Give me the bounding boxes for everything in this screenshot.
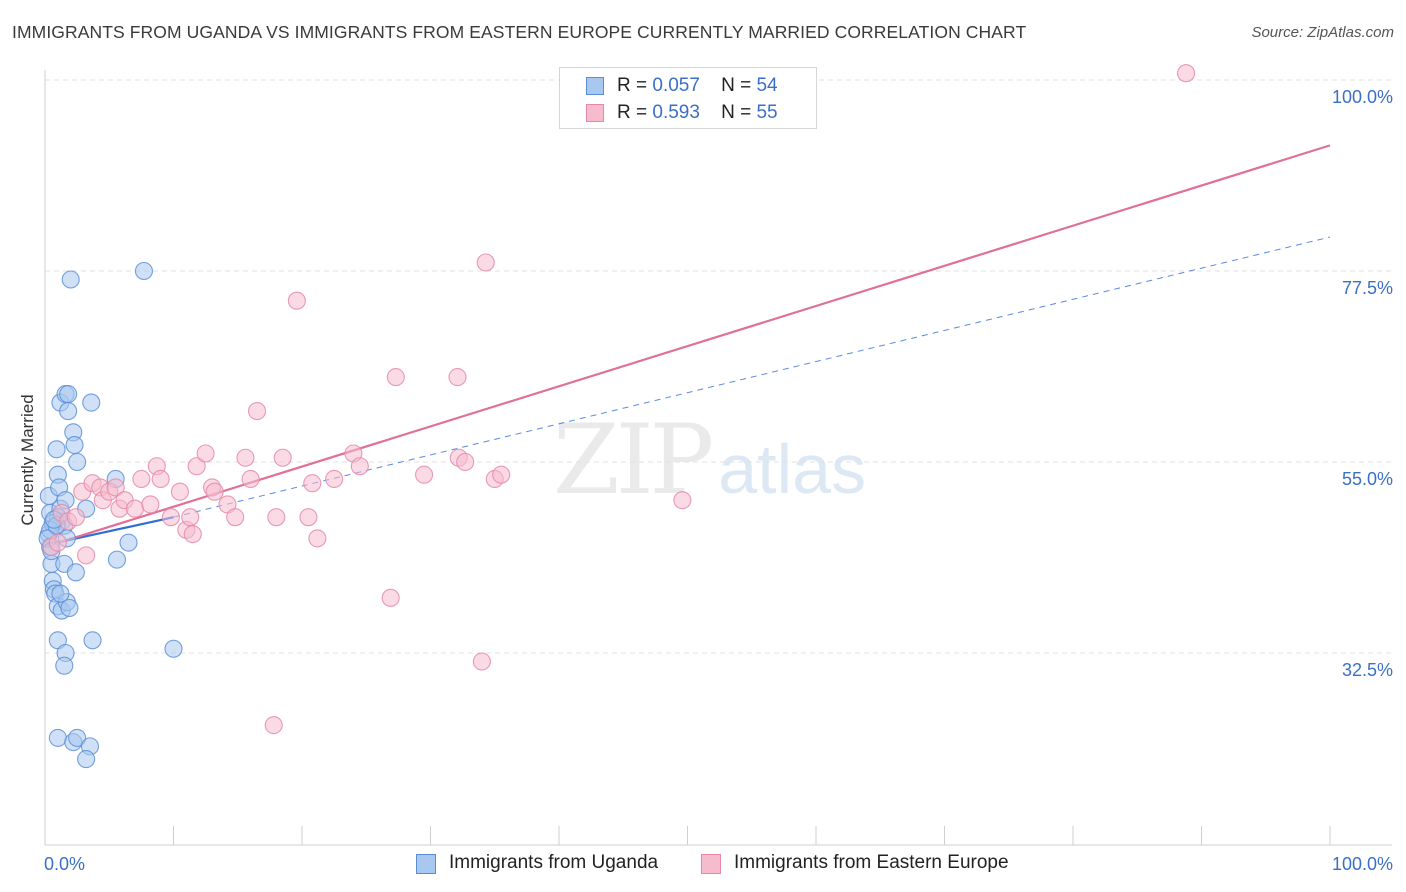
point-eastern-europe <box>448 368 467 387</box>
point-eastern-europe <box>386 368 405 387</box>
point-eastern-europe <box>170 482 189 501</box>
point-eastern-europe <box>151 469 170 489</box>
point-eastern-europe <box>205 482 224 501</box>
point-uganda <box>55 656 74 675</box>
watermark-atlas: atlas <box>718 430 867 508</box>
source-label: Source: ZipAtlas.com <box>1251 24 1394 41</box>
y-tick-label: 77.5% <box>1342 278 1393 298</box>
point-eastern-europe <box>66 508 85 527</box>
r-value: 0.593 <box>652 102 700 123</box>
legend-swatch-eastern-europe <box>701 854 721 874</box>
r-label: R = <box>617 102 648 123</box>
point-uganda <box>77 750 96 769</box>
legend-stats-uganda: R = 0.057 N = 54 <box>617 75 778 97</box>
n-label: N = <box>721 75 752 96</box>
r-value: 0.057 <box>652 75 700 96</box>
point-uganda <box>47 440 66 459</box>
x-tick-label: 100.0% <box>1332 854 1393 874</box>
point-uganda <box>66 563 85 582</box>
point-eastern-europe <box>264 716 283 735</box>
legend-swatch-eastern-europe <box>586 104 604 122</box>
point-eastern-europe <box>247 402 267 421</box>
r-label: R = <box>617 75 648 96</box>
point-eastern-europe <box>181 508 200 527</box>
point-eastern-europe <box>1177 64 1196 83</box>
legend-swatch-uganda <box>586 77 604 95</box>
point-uganda <box>68 728 87 747</box>
point-uganda <box>59 402 78 421</box>
trend-line-eastern-europe <box>44 144 1331 548</box>
point-uganda <box>59 385 78 404</box>
point-eastern-europe <box>476 253 495 272</box>
correlation-legend: R = 0.057 N = 54 R = 0.593 N = 55 <box>559 67 817 129</box>
point-uganda <box>164 639 183 658</box>
n-label: N = <box>721 102 752 123</box>
point-eastern-europe <box>125 499 144 518</box>
point-uganda <box>51 584 70 603</box>
point-eastern-europe <box>456 452 475 472</box>
point-eastern-europe <box>48 533 67 552</box>
point-eastern-europe <box>241 469 260 489</box>
grid-lines <box>45 79 1392 654</box>
legend-label-uganda: Immigrants from Uganda <box>449 852 659 873</box>
trend-lines <box>44 144 1331 548</box>
point-eastern-europe <box>196 444 215 463</box>
point-eastern-europe <box>287 291 306 310</box>
point-eastern-europe <box>183 525 202 544</box>
point-uganda <box>61 270 80 289</box>
point-eastern-europe <box>161 508 180 527</box>
point-eastern-europe <box>308 529 327 548</box>
chart-title: IMMIGRANTS FROM UGANDA VS IMMIGRANTS FRO… <box>12 22 1027 42</box>
n-value: 54 <box>756 75 778 96</box>
point-uganda <box>83 631 102 650</box>
legend-label-eastern-europe: Immigrants from Eastern Europe <box>734 852 1009 873</box>
y-tick-label: 55.0% <box>1342 469 1393 489</box>
legend-swatch-uganda <box>416 854 436 874</box>
point-eastern-europe <box>187 457 206 476</box>
point-eastern-europe <box>492 465 511 484</box>
point-eastern-europe <box>303 474 322 493</box>
point-uganda <box>107 550 127 569</box>
point-eastern-europe <box>350 457 369 476</box>
point-eastern-europe <box>273 448 292 467</box>
point-uganda <box>119 533 138 552</box>
point-eastern-europe <box>267 508 286 527</box>
tick-labels: 32.5% 55.0% 77.5% 100.0% 0.0% 100.0% <box>44 87 1393 874</box>
point-uganda <box>65 435 84 455</box>
data-points <box>38 64 1196 769</box>
n-value: 55 <box>756 102 778 123</box>
point-eastern-europe <box>236 448 255 467</box>
x-tick-label: 0.0% <box>44 854 85 874</box>
y-tick-label: 32.5% <box>1342 660 1393 680</box>
point-uganda <box>48 728 67 747</box>
y-tick-label: 100.0% <box>1332 87 1393 107</box>
legend-stats-eastern-europe: R = 0.593 N = 55 <box>617 102 778 124</box>
trend-line-uganda-dashed <box>173 236 1331 518</box>
point-uganda <box>82 393 101 412</box>
point-eastern-europe <box>415 465 434 484</box>
point-eastern-europe <box>106 478 125 497</box>
point-eastern-europe <box>141 495 160 514</box>
point-uganda <box>60 598 79 618</box>
y-axis-label: Currently Married <box>18 394 37 526</box>
axes <box>44 70 1392 846</box>
point-eastern-europe <box>226 508 245 527</box>
point-eastern-europe <box>472 652 491 671</box>
point-eastern-europe <box>325 469 344 489</box>
point-eastern-europe <box>299 508 318 527</box>
point-eastern-europe <box>673 491 692 510</box>
point-eastern-europe <box>381 588 400 607</box>
point-eastern-europe <box>132 469 151 489</box>
point-eastern-europe <box>77 546 96 565</box>
point-uganda <box>68 452 87 472</box>
point-uganda <box>134 261 153 281</box>
